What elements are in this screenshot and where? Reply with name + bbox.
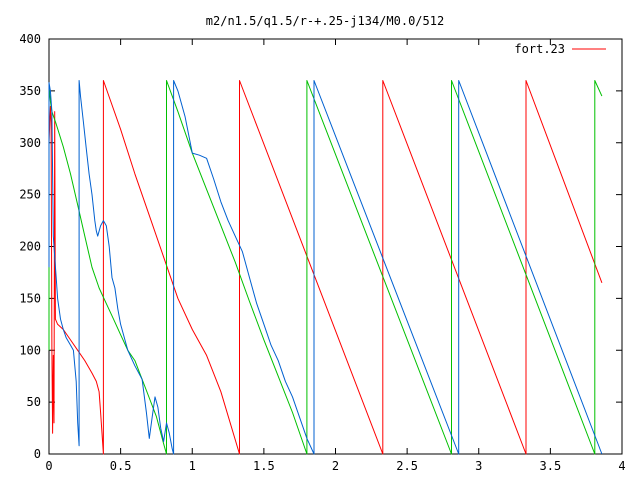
y-tick-label: 250 <box>19 188 41 202</box>
y-axis-ticks: 0 50 100 150 200 250 300 350 400 <box>19 32 622 461</box>
x-tick-label: 0 <box>45 459 52 473</box>
x-tick-label: 1 <box>189 459 196 473</box>
y-tick-label: 200 <box>19 240 41 254</box>
y-tick-label: 400 <box>19 32 41 46</box>
legend-label-fort23: fort.23 <box>514 42 565 56</box>
x-tick-label: 0.5 <box>110 459 132 473</box>
plot-border <box>48 38 623 455</box>
series-lines <box>48 80 603 455</box>
y-tick-label: 150 <box>19 291 41 305</box>
series-line-2 <box>48 80 603 455</box>
y-tick-label: 0 <box>34 447 41 461</box>
y-tick-label: 100 <box>19 343 41 357</box>
x-tick-label: 4 <box>618 459 625 473</box>
series-line-3 <box>48 80 603 455</box>
x-axis-ticks: 0 0.5 1 1.5 2 2.5 3 3.5 4 <box>45 39 626 473</box>
x-tick-label: 3 <box>475 459 482 473</box>
y-tick-label: 300 <box>19 136 41 150</box>
x-tick-label: 3.5 <box>540 459 562 473</box>
legend: fort.23 <box>514 42 606 56</box>
x-tick-label: 2 <box>332 459 339 473</box>
series-line-1 <box>48 80 603 455</box>
y-tick-label: 350 <box>19 84 41 98</box>
x-tick-label: 1.5 <box>253 459 275 473</box>
x-tick-label: 2.5 <box>396 459 418 473</box>
y-tick-label: 50 <box>27 395 41 409</box>
plot-frame <box>48 38 623 455</box>
chart-title: m2/n1.5/q1.5/r-+.25-j134/M0.0/512 <box>206 14 444 28</box>
